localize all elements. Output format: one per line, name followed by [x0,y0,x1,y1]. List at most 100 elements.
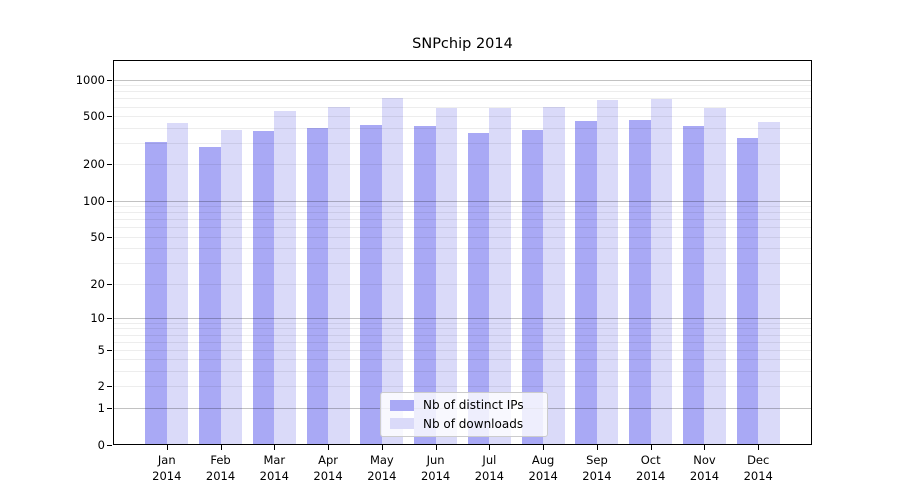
gridline-minor [113,219,812,221]
bar-downloads-aug [543,107,565,445]
x-tick-year: 2014 [313,469,343,483]
legend-item-distinct-ips: Nb of distinct IPs [390,396,538,414]
x-tick-mark [435,445,437,450]
bar-downloads-feb [220,130,243,445]
bar-distinct-ips-oct [629,120,651,445]
x-tick-year: 2014 [259,469,289,483]
gridline-minor [113,206,812,208]
x-tick-label: Jan 2014 [137,452,197,484]
gridline-minor [113,322,812,324]
legend-swatch-downloads [390,418,414,430]
x-tick-month: Dec [747,453,770,467]
bar-downloads-sep [596,100,619,445]
x-tick-mark [274,445,276,450]
bar-distinct-ips-apr [306,127,329,445]
x-tick-year: 2014 [743,469,773,483]
bar-downloads-apr [328,107,350,445]
x-tick-month: Sep [586,453,608,467]
bar-downloads-jan [166,123,189,445]
x-tick-year: 2014 [367,469,397,483]
bar-distinct-ips-may [360,125,382,445]
x-tick-label: Jul 2014 [459,452,519,484]
x-tick-month: May [369,453,394,467]
x-tick-month: Mar [263,453,286,467]
legend-label-downloads: Nb of downloads [423,416,524,431]
gridline-minor [113,106,812,108]
chart-title: SNPchip 2014 [412,36,513,52]
gridline-minor [113,164,812,166]
x-tick-mark [704,445,706,450]
bar-distinct-ips-nov [682,125,705,445]
y-tick-mark [107,444,112,446]
gridline-minor [113,283,812,285]
x-tick-label: Oct 2014 [621,452,681,484]
y-tick-mark [107,317,112,319]
bar-distinct-ips-jun [414,126,436,445]
x-tick-year: 2014 [528,469,558,483]
legend-swatch-distinct-ips [390,399,414,411]
y-tick-label: 2 [97,379,105,394]
y-tick-label: 1 [97,400,105,415]
x-tick-year: 2014 [205,469,236,483]
gridline-minor [113,371,812,373]
y-tick-label: 0 [97,437,105,452]
gridline-minor [113,116,812,118]
bar-downloads-nov [704,108,726,445]
y-tick-label: 100 [83,193,105,208]
gridline-minor [113,212,812,214]
x-tick-year: 2014 [420,469,451,483]
y-tick-label: 10 [90,310,105,325]
x-tick-mark [650,445,652,450]
x-tick-month: Apr [318,453,339,467]
x-tick-mark [166,445,168,450]
y-tick-label: 20 [90,276,105,291]
bar-distinct-ips-dec [736,138,759,445]
bar-downloads-oct [650,99,673,445]
x-tick-mark [596,445,598,450]
gridline-minor [113,341,812,343]
bar-distinct-ips-aug [521,130,544,445]
y-tick-label: 50 [90,229,105,244]
y-tick-label: 1000 [75,72,105,87]
y-tick-mark [107,79,112,81]
y-tick-label: 500 [83,109,105,124]
x-tick-month: Oct [640,453,661,467]
bar-downloads-jul [489,108,511,445]
x-tick-year: 2014 [474,469,505,483]
x-tick-label: Jun 2014 [406,452,466,484]
gridline-minor [113,386,812,388]
x-tick-mark [543,445,545,450]
x-tick-mark [489,445,491,450]
bar-distinct-ips-mar [252,131,275,445]
x-tick-mark [381,445,383,450]
x-tick-label: May 2014 [352,452,412,484]
plot-area [113,60,812,445]
x-tick-label: Dec 2014 [728,452,788,484]
gridline-major [113,317,812,319]
bar-distinct-ips-feb [199,147,221,445]
y-tick-label: 200 [83,157,105,172]
x-tick-year: 2014 [636,469,666,483]
x-tick-month: Jan [157,453,176,467]
bar-distinct-ips-jan [145,142,167,445]
y-tick-mark [107,349,112,351]
gridline-minor [113,85,812,87]
gridline-major [113,79,812,81]
y-tick-mark [107,200,112,202]
x-tick-mark [328,445,330,450]
x-tick-month: Jul [482,453,497,467]
x-tick-year: 2014 [152,469,182,483]
gridline-minor [113,91,812,93]
gridline-minor [113,98,812,100]
bar-distinct-ips-sep [575,121,597,445]
x-tick-label: Feb 2014 [191,452,251,484]
gridline-minor [113,349,812,351]
x-tick-year: 2014 [689,469,720,483]
x-tick-month: Feb [210,453,231,467]
x-tick-label: Apr 2014 [298,452,358,484]
y-tick-label: 5 [97,342,105,357]
gridline-minor [113,334,812,336]
y-tick-mark [107,283,112,285]
x-tick-label: Sep 2014 [567,452,627,484]
